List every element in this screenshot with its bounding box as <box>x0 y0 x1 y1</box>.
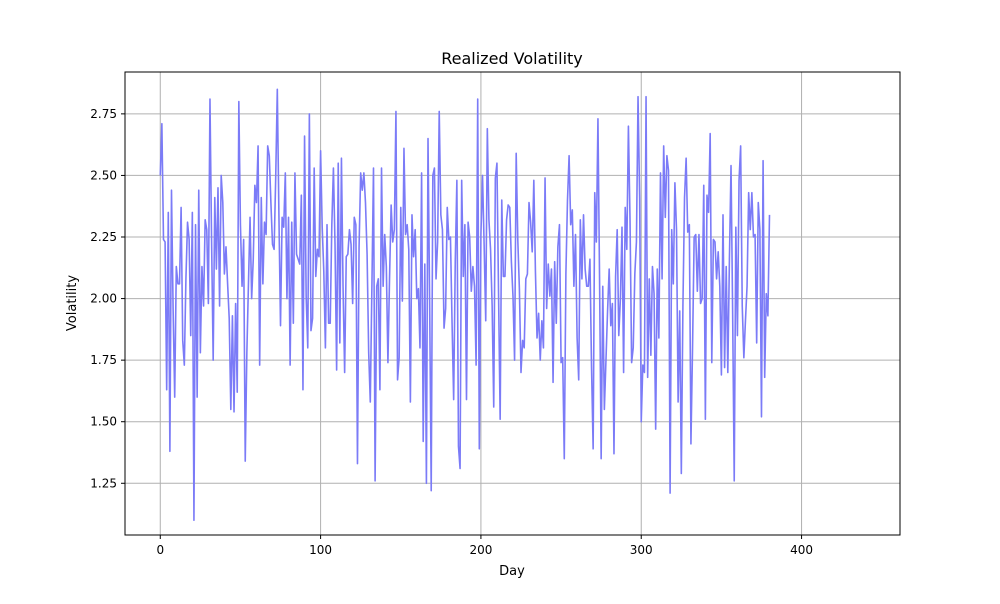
y-tick-label: 2.75 <box>90 107 117 121</box>
y-tick-label: 1.25 <box>90 476 117 490</box>
x-tick-label: 0 <box>156 543 164 557</box>
x-tick-label: 400 <box>790 543 813 557</box>
x-tick-label: 100 <box>309 543 332 557</box>
x-tick-label: 300 <box>630 543 653 557</box>
x-axis-label: Day <box>499 564 525 579</box>
y-tick-label: 1.50 <box>90 415 117 429</box>
y-tick-label: 1.75 <box>90 353 117 367</box>
y-axis: 1.25 1.50 1.75 2.00 2.25 2.50 2.75 <box>90 107 125 490</box>
plot-frame <box>124 71 901 536</box>
chart-title: Realized Volatility <box>441 49 583 68</box>
y-axis-label: Volatility <box>65 275 80 331</box>
y-tick-label: 2.25 <box>90 230 117 244</box>
volatility-line <box>159 88 771 522</box>
x-tick-label: 200 <box>469 543 492 557</box>
y-tick-label: 2.50 <box>90 168 117 182</box>
y-tick-label: 2.00 <box>90 292 117 306</box>
x-axis: 0 100 200 300 400 <box>156 535 813 557</box>
series-layer <box>159 88 771 522</box>
